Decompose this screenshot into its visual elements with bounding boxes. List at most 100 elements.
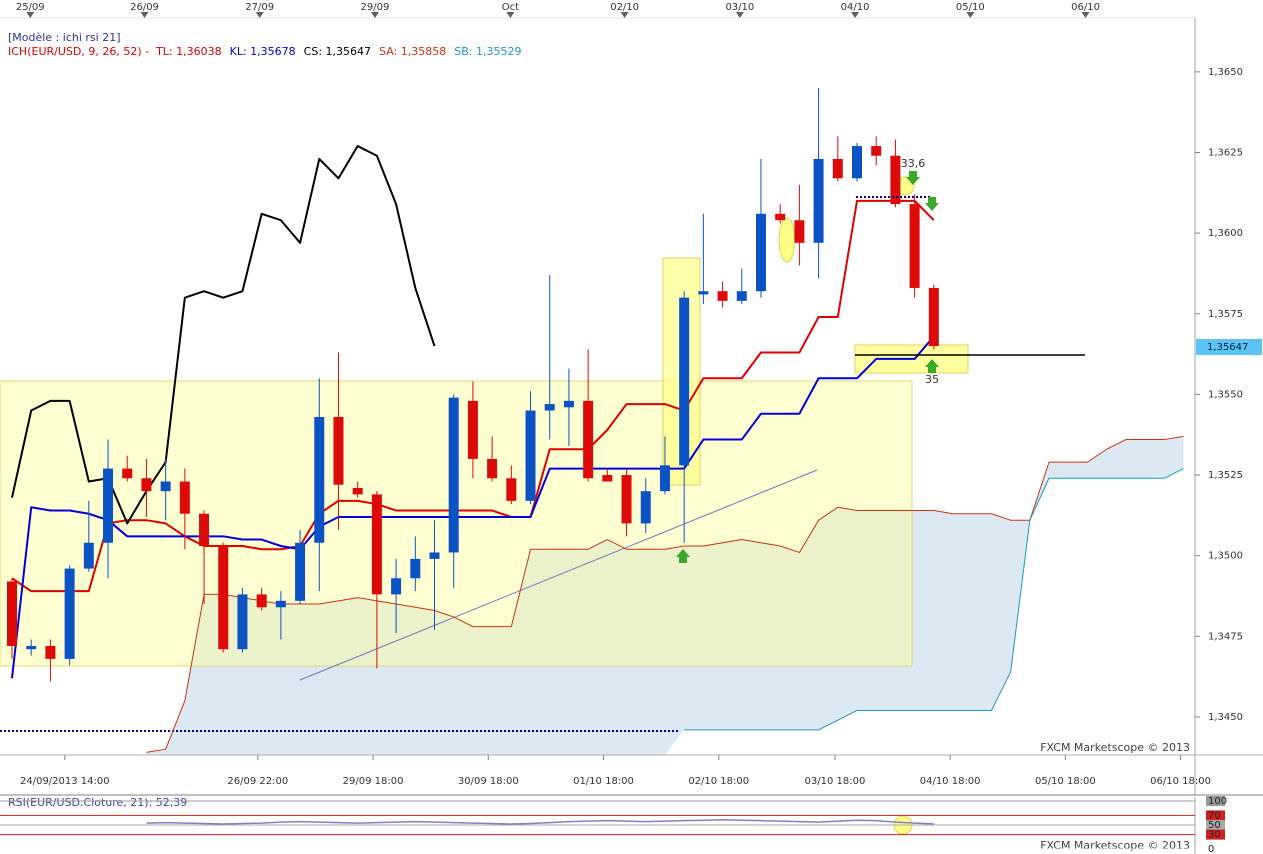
candle-body [736,291,747,301]
x-tick-label: 04/10 18:00 [920,776,981,787]
rsi-line [146,818,934,825]
y-tick-label: 1,3550 [1208,389,1243,400]
candle-body [467,400,478,459]
indicator-line [11,145,436,525]
top-tick-label: 02/10 [610,2,639,13]
indicator-line [11,199,935,593]
candle-body [852,146,863,179]
top-tick-label: 29/09 [361,2,390,13]
legend-entry: SA: 1,35858 [379,45,446,58]
candle-body [755,213,766,292]
top-tick-label: 27/09 [245,2,274,13]
legend: ICH(EUR/USD, 9, 26, 52) - TL: 1,36038 KL: … [8,45,521,58]
y-tick-label: 100 [1208,796,1227,807]
candle-body [506,478,517,501]
arrow-up [676,549,690,563]
legend-entry: TL: 1,36038 [155,45,222,58]
x-tick [735,12,744,18]
x-tick [506,12,515,18]
trend-line [299,469,818,681]
candle-body [890,155,901,205]
candle-body [314,416,325,543]
x-tick [966,12,975,18]
candle-body [199,513,210,546]
annotation: 33,6 [901,157,926,170]
y-tick-label: 1,3650 [1208,67,1243,78]
overlay-layer: 33,6 35 [676,157,1085,563]
watermark: FXCM Marketscope © 2013 [1040,741,1190,754]
x-tick-label: 02/10 18:00 [688,776,749,787]
candle-body [275,600,286,608]
y-tick-label: 1,3525 [1208,470,1243,481]
indicator-line [146,435,1184,753]
indicator-label: ICH(EUR/USD, 9, 26, 52) - [8,45,149,58]
x-tick [255,12,264,18]
candle-body [563,400,574,408]
candle-body [813,158,824,243]
candle-body [525,410,536,501]
x-tick [370,12,379,18]
candle-body [391,578,402,595]
candle-body [160,481,171,492]
arrow-down [925,197,939,211]
candle-body [679,297,690,466]
template-label: [Modèle : ichi rsi 21] [8,31,121,44]
cloud-layer [146,436,1184,755]
top-tick-label: 25/09 [16,2,45,13]
candle-body [141,478,152,492]
y-tick-label: 1,3625 [1208,147,1243,158]
candle-body [352,487,363,495]
x-tick [851,12,860,18]
candle-body [256,594,267,608]
top-tick-label: 05/10 [956,2,985,13]
last-price-box [1196,338,1262,355]
ichimoku-cloud [146,436,1184,755]
x-tick-label: 24/09/2013 14:00 [20,776,110,787]
candle-body [775,213,786,221]
level-box [1206,820,1225,830]
x-tick [140,12,149,18]
candle-body [45,645,56,659]
candle-body [602,475,613,482]
top-tick-label: 26/09 [130,2,159,13]
candle-body [179,481,190,514]
highlight-zone [854,344,969,374]
level-box [1206,810,1225,821]
candle-body [429,552,440,559]
candle-body [7,581,18,646]
y-tick-label: 30 [1208,830,1221,841]
top-tick-label: 06/10 [1071,2,1100,13]
candle-body [871,146,882,156]
candle-body [487,458,498,479]
candle-body [794,220,805,243]
candle-body [544,404,555,411]
top-tick-label: 04/10 [841,2,870,13]
candle-body [717,291,728,301]
level-box [1206,844,1225,854]
y-tick-label: 1,3600 [1208,228,1243,239]
candle-body [410,558,421,579]
candle-body [83,542,94,569]
candle-body [371,494,382,595]
x-tick-label: 30/09 18:00 [458,776,519,787]
candle-body [26,645,37,650]
rsi-title: RSI(EUR/USD.Cloture, 21): 52,39 [8,796,187,809]
x-tick-label: 05/10 18:00 [1035,776,1096,787]
candle-body [295,542,306,601]
annotation: 35 [925,373,939,386]
candle-body [640,491,651,524]
x-tick-label: 06/10 18:00 [1150,776,1211,787]
candle-body [832,158,843,179]
top-tick-label: Oct [502,2,519,13]
x-tick-label: 29/09 18:00 [343,776,404,787]
candle-body [909,204,920,288]
candle-body [122,468,133,479]
candle-body [928,287,939,347]
level-box [1206,829,1225,840]
candle-body [621,475,632,524]
level-box [1206,796,1225,806]
x-tick-label: 01/10 18:00 [573,776,634,787]
candle-body [698,291,709,295]
